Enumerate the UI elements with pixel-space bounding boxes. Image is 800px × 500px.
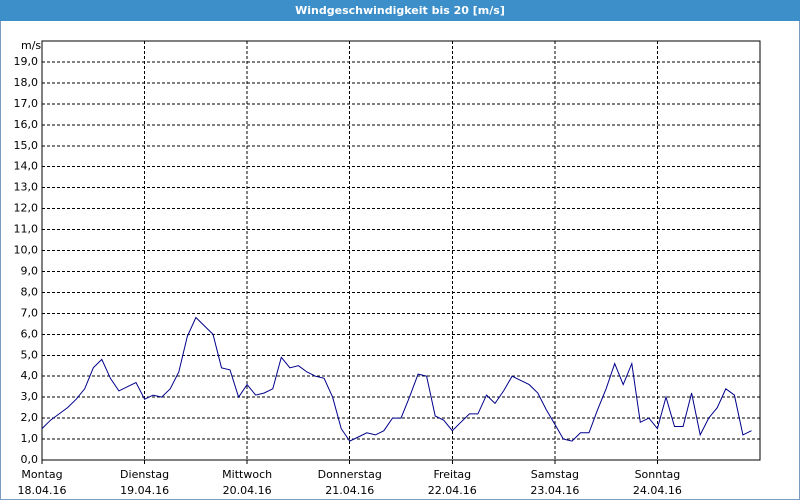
y-tick-label: 6,0	[21, 327, 39, 340]
x-tick-sublabel: 20.04.16	[223, 484, 272, 497]
y-tick-label: 18,0	[14, 76, 39, 89]
plot-border	[41, 40, 761, 461]
x-tick-label: Freitag	[433, 468, 471, 481]
y-tick-label: 7,0	[21, 306, 39, 319]
y-tick-label: 11,0	[14, 223, 39, 236]
y-tick-label: 14,0	[14, 160, 39, 173]
y-tick-label: 8,0	[21, 285, 39, 298]
x-tick-label: Sonntag	[635, 468, 681, 481]
y-tick-label: 0,0	[21, 453, 39, 466]
y-tick-label: 12,0	[14, 202, 39, 215]
x-tick-sublabel: 24.04.16	[633, 484, 682, 497]
y-tick-label: 13,0	[14, 181, 39, 194]
data-line	[41, 316, 752, 442]
y-unit: m/s	[21, 39, 41, 52]
x-tick-label: Donnerstag	[318, 468, 382, 481]
x-tick-label: Dienstag	[120, 468, 169, 481]
x-tick-label: Samstag	[531, 468, 579, 481]
y-tick-label: 16,0	[14, 118, 39, 131]
x-tick-sublabel: 22.04.16	[428, 484, 477, 497]
y-tick-label: 19,0	[14, 55, 39, 68]
x-tick-sublabel: 21.04.16	[325, 484, 374, 497]
x-tick-sublabel: 19.04.16	[120, 484, 169, 497]
y-tick-label: 3,0	[21, 390, 39, 403]
y-tick-label: 10,0	[14, 244, 39, 257]
y-tick-label: 5,0	[21, 348, 39, 361]
y-tick-label: 1,0	[21, 432, 39, 445]
y-tick-label: 4,0	[21, 369, 39, 382]
x-tick-sublabel: 23.04.16	[530, 484, 579, 497]
y-tick-label: 15,0	[14, 139, 39, 152]
x-tick-sublabel: 18.04.16	[18, 484, 67, 497]
y-tick-label: 9,0	[21, 264, 39, 277]
y-tick-label: 2,0	[21, 411, 39, 424]
x-tick-label: Montag	[21, 468, 62, 481]
y-tick-label: 17,0	[14, 97, 39, 110]
x-tick-label: Mittwoch	[222, 468, 272, 481]
chart-title: Windgeschwindigkeit bis 20 [m/s]	[295, 4, 505, 17]
title-bar	[0, 0, 800, 21]
